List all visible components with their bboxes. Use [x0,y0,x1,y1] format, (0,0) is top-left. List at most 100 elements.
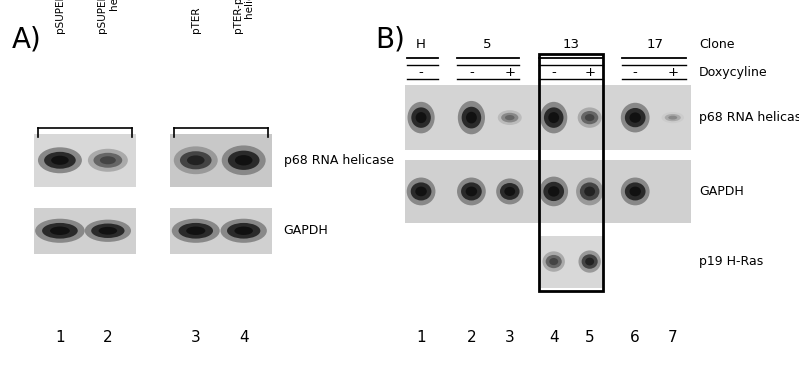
Bar [170,208,272,254]
Text: -: - [419,66,423,79]
Ellipse shape [186,227,205,235]
Text: GAPDH: GAPDH [284,224,328,237]
Bar [405,85,691,150]
Ellipse shape [411,107,431,128]
Text: pSUPER: pSUPER [55,0,65,33]
Text: 4: 4 [549,330,559,345]
Bar [405,160,691,223]
Bar [539,236,603,288]
Text: B): B) [376,26,405,54]
Ellipse shape [234,227,253,235]
Ellipse shape [227,223,260,239]
Ellipse shape [504,187,515,196]
Ellipse shape [505,115,515,120]
Text: 6: 6 [630,330,640,345]
Text: p68 RNA helicase: p68 RNA helicase [699,111,799,124]
Text: 5: 5 [585,330,594,345]
Text: H: H [416,38,426,51]
Text: +: + [584,66,595,79]
Text: 7: 7 [668,330,678,345]
Ellipse shape [178,223,213,239]
Ellipse shape [548,186,559,197]
Ellipse shape [540,102,567,133]
Ellipse shape [501,113,519,122]
Text: 4: 4 [239,330,248,345]
Ellipse shape [625,108,646,127]
Text: p19 H-Ras: p19 H-Ras [699,255,763,268]
Ellipse shape [462,107,481,128]
Ellipse shape [466,112,477,124]
Text: 3: 3 [505,330,515,345]
Ellipse shape [621,103,650,132]
Bar [34,208,136,254]
Ellipse shape [44,152,76,169]
Ellipse shape [578,107,602,128]
Ellipse shape [457,178,486,206]
Text: GAPDH: GAPDH [699,185,744,198]
Ellipse shape [38,147,81,173]
Ellipse shape [100,156,116,164]
Ellipse shape [498,110,522,125]
Text: +: + [667,66,678,79]
Text: A): A) [12,26,42,54]
Text: pSUPER-p69RNAi
helicase: pSUPER-p69RNAi helicase [97,0,119,33]
Ellipse shape [668,116,678,119]
Text: pTER: pTER [191,7,201,33]
Text: -: - [633,66,638,79]
Ellipse shape [496,178,523,204]
Ellipse shape [543,252,565,272]
Ellipse shape [187,155,205,165]
Ellipse shape [88,149,128,172]
Text: 13: 13 [562,38,580,51]
Ellipse shape [222,145,265,175]
Ellipse shape [585,257,594,266]
Ellipse shape [662,112,684,123]
Ellipse shape [91,223,125,238]
Text: +: + [504,66,515,79]
Ellipse shape [50,227,70,235]
Ellipse shape [228,151,260,170]
Bar [34,134,136,187]
Ellipse shape [582,255,598,269]
Ellipse shape [221,219,267,243]
Ellipse shape [466,187,477,196]
Text: p68 RNA helicase: p68 RNA helicase [284,154,394,167]
Ellipse shape [543,182,564,201]
Ellipse shape [42,223,78,239]
Ellipse shape [539,177,568,206]
Ellipse shape [625,183,646,200]
Bar [539,54,603,291]
Ellipse shape [581,111,598,124]
Ellipse shape [578,250,601,273]
Ellipse shape [174,147,217,174]
Ellipse shape [580,183,599,200]
Ellipse shape [415,112,427,123]
Ellipse shape [93,153,122,168]
Ellipse shape [500,183,519,200]
Text: -: - [469,66,474,79]
Ellipse shape [585,114,594,121]
Ellipse shape [180,151,212,169]
Text: Doxycyline: Doxycyline [699,66,768,79]
Ellipse shape [172,219,220,243]
Text: pTER-p68RNAi
helicase: pTER-p68RNAi helicase [233,0,255,33]
Text: 17: 17 [646,38,664,51]
Bar [170,134,272,187]
Ellipse shape [235,155,252,165]
Ellipse shape [458,101,485,134]
Ellipse shape [35,219,85,243]
Ellipse shape [630,187,641,196]
Text: 3: 3 [191,330,201,345]
Ellipse shape [461,183,482,200]
Text: 2: 2 [103,330,113,345]
Ellipse shape [576,178,603,206]
Ellipse shape [415,187,427,196]
Ellipse shape [621,178,650,206]
Text: Clone: Clone [699,38,734,51]
Ellipse shape [549,258,559,265]
Ellipse shape [407,178,435,206]
Ellipse shape [407,102,435,133]
Ellipse shape [544,107,563,128]
Text: 2: 2 [467,330,476,345]
Ellipse shape [85,220,131,242]
